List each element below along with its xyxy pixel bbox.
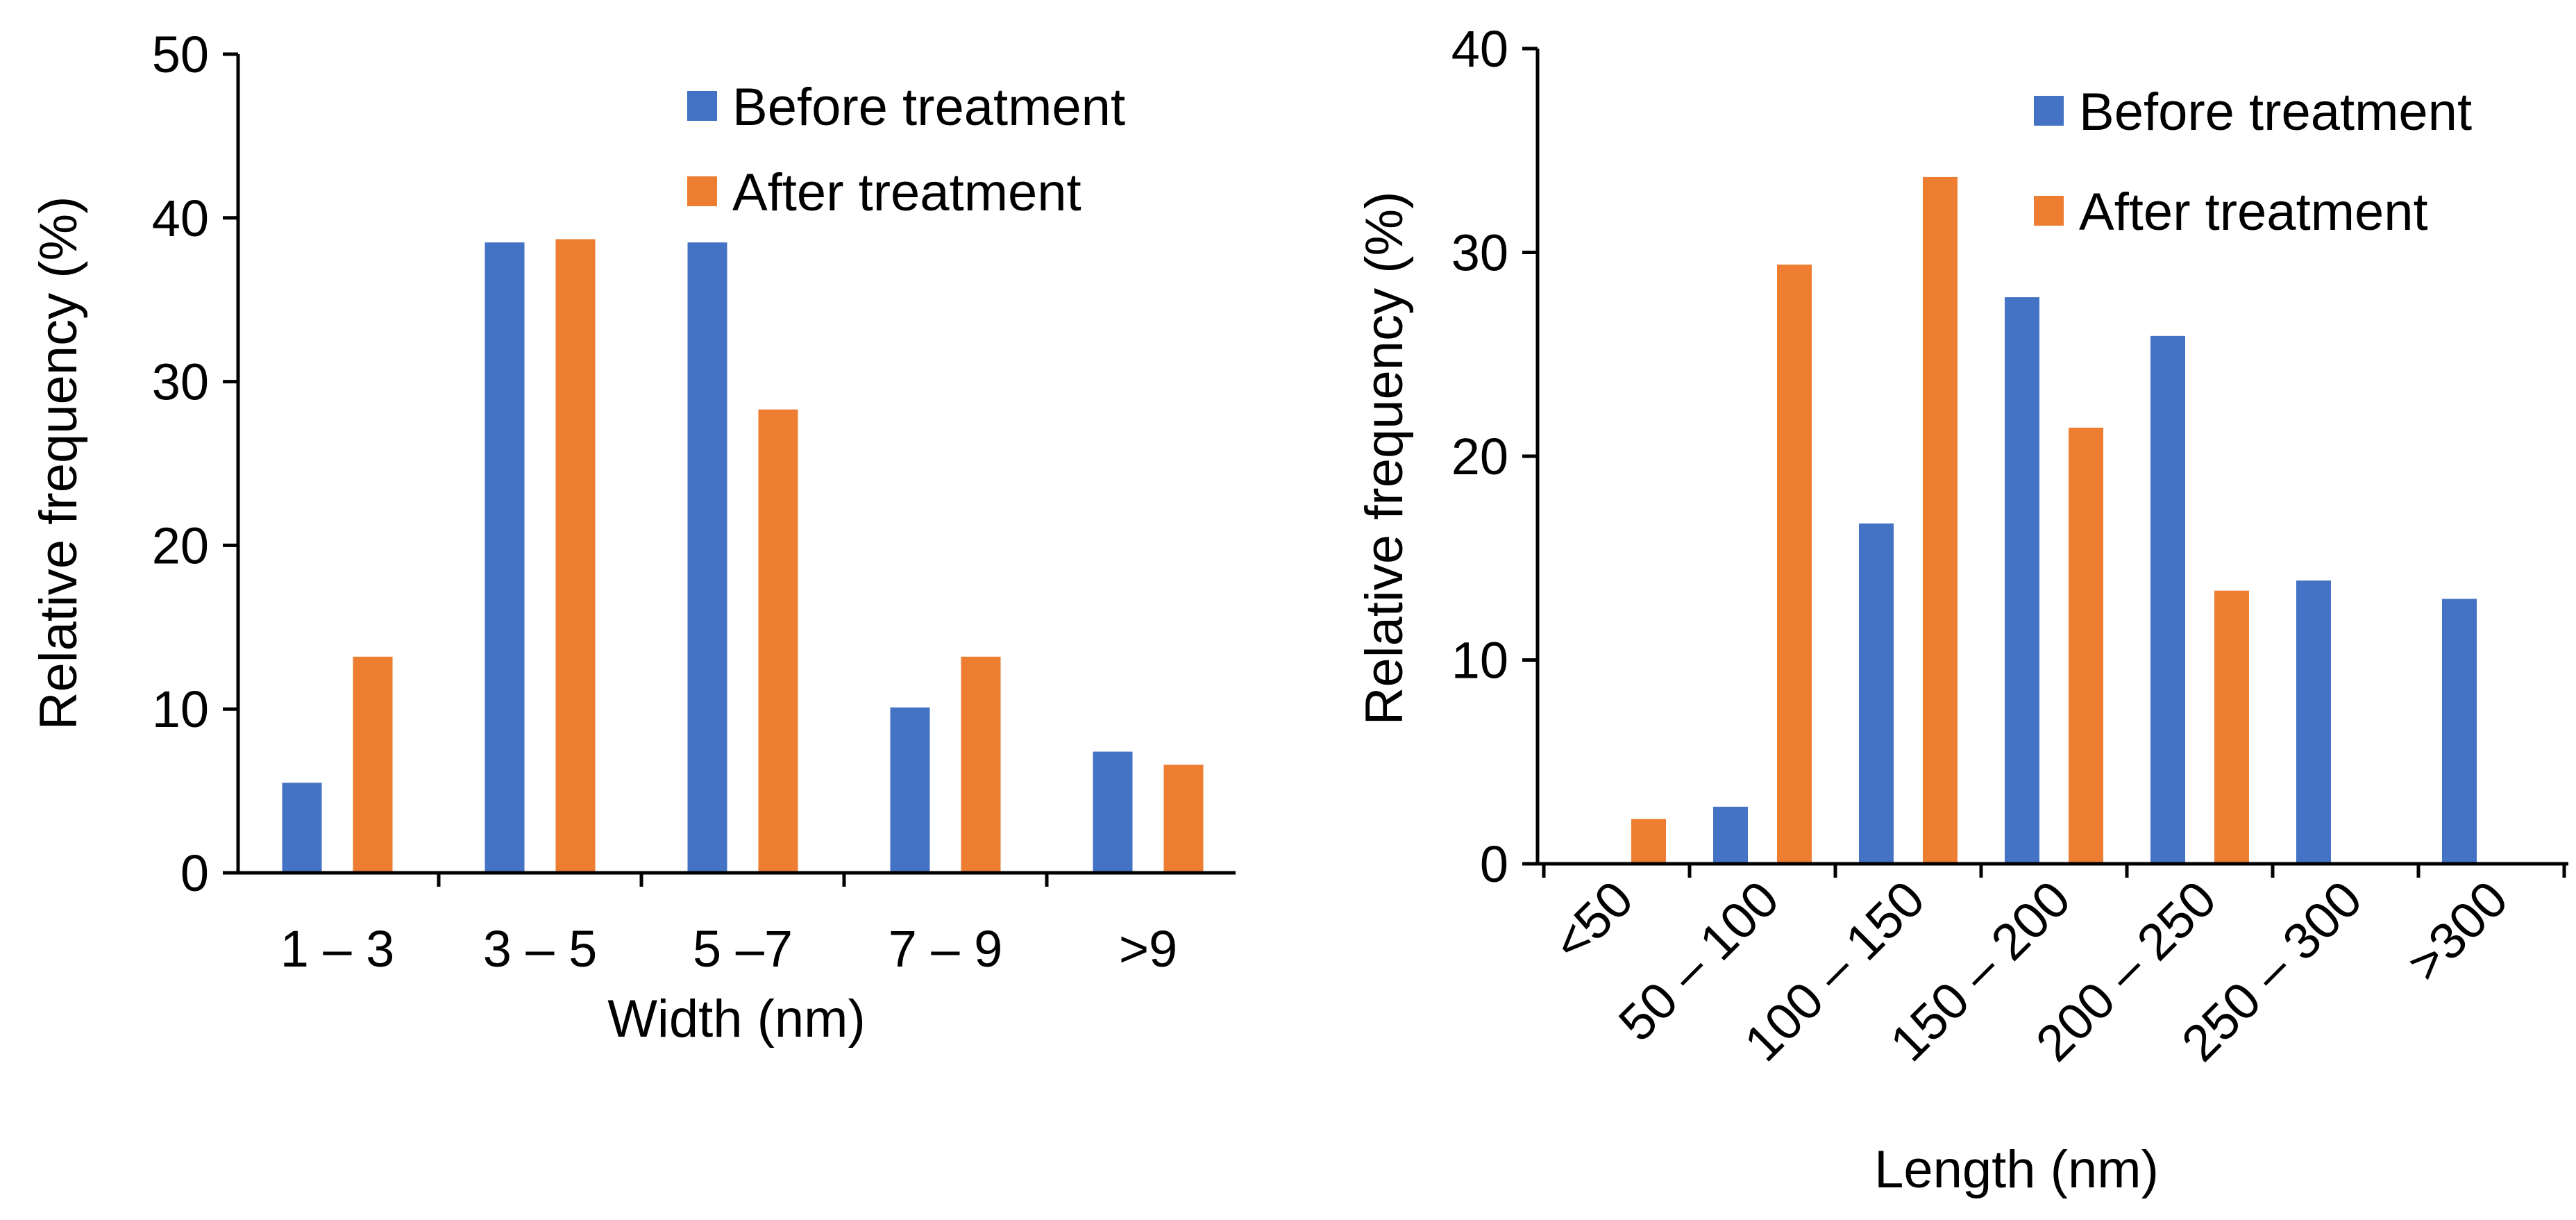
length-bar-after-1 [1777, 265, 1812, 864]
width-legend-swatch-after [687, 176, 717, 206]
length-bar-before-5 [2296, 580, 2331, 864]
length-legend-swatch-after [2034, 196, 2064, 226]
width-x-axis-title: Width (nm) [607, 989, 866, 1048]
width-histogram-chart: 0 10 20 30 40 50 1 – 3 3 – 5 5 –7 7 – 9 >9 Width … [29, 26, 1236, 1048]
width-x-tick-label: 7 – 9 [889, 920, 1003, 978]
length-x-tick-label: <50 [1542, 870, 1644, 972]
width-x-tick-label: 3 – 5 [483, 920, 598, 978]
length-legend: Before treatment After treatment [2034, 83, 2472, 242]
length-bar-before-1 [1713, 806, 1748, 864]
length-bar-after-2 [1923, 176, 1958, 864]
length-y-tick-label: 20 [1451, 428, 1508, 485]
width-bar-before-4 [1093, 751, 1133, 873]
length-y-tick-label: 0 [1480, 835, 1508, 893]
width-y-tick-label: 0 [180, 844, 209, 902]
length-bar-after-3 [2069, 427, 2103, 864]
width-y-tick-label: 50 [152, 26, 209, 83]
width-bar-after-3 [961, 656, 1001, 873]
length-legend-label-before: Before treatment [2079, 83, 2472, 142]
width-x-tick-label: >9 [1119, 920, 1177, 978]
width-bar-after-2 [758, 409, 798, 873]
width-bar-before-0 [282, 783, 322, 873]
width-bar-before-1 [485, 242, 525, 873]
width-y-tick-label: 20 [152, 517, 209, 574]
length-x-axis-title: Length (nm) [1874, 1140, 2159, 1199]
width-legend: Before treatment After treatment [687, 78, 1125, 222]
width-legend-swatch-before [687, 91, 717, 121]
length-bar-before-6 [2442, 599, 2477, 864]
length-y-axis-title: Relative frequency (%) [1355, 192, 1414, 726]
width-y-tick-label: 40 [152, 190, 209, 247]
width-bars [282, 239, 1204, 874]
width-bar-after-1 [555, 239, 596, 874]
length-x-tick-label: >300 [2396, 870, 2519, 993]
width-bar-after-0 [353, 656, 393, 873]
length-legend-label-after: After treatment [2079, 183, 2428, 242]
length-bars [1631, 176, 2477, 864]
length-y-tick-label: 10 [1451, 632, 1508, 690]
width-y-ticks: 0 10 20 30 40 50 [152, 26, 238, 902]
length-bar-after-4 [2214, 590, 2249, 864]
length-legend-swatch-before [2034, 96, 2064, 126]
width-bar-after-4 [1163, 764, 1204, 873]
width-y-tick-label: 30 [152, 353, 209, 411]
width-x-ticks: 1 – 3 3 – 5 5 –7 7 – 9 >9 [280, 873, 1177, 978]
length-bar-before-4 [2150, 335, 2185, 864]
width-x-tick-label: 5 –7 [693, 920, 793, 978]
length-y-tick-label: 30 [1451, 224, 1508, 282]
width-bar-before-3 [890, 707, 930, 873]
length-y-tick-label: 40 [1451, 20, 1508, 78]
length-bar-after-0 [1631, 819, 1666, 864]
width-legend-label-after: After treatment [732, 163, 1081, 222]
width-bar-before-2 [687, 242, 727, 873]
width-x-tick-label: 1 – 3 [280, 920, 395, 978]
length-y-ticks: 0 10 20 30 40 [1451, 20, 1538, 893]
length-bar-before-3 [2005, 297, 2039, 864]
width-legend-label-before: Before treatment [732, 78, 1125, 137]
width-y-axis-title: Relative frequency (%) [29, 197, 88, 730]
length-bar-before-2 [1859, 523, 1894, 864]
width-y-tick-label: 10 [152, 680, 209, 738]
